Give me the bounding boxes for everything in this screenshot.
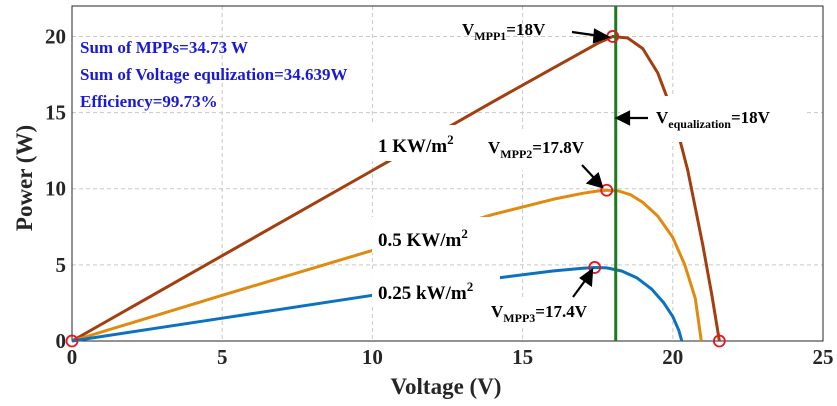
irr1-label-text: 1 KW/m (378, 136, 447, 157)
mpp1-label-sub: MPP1 (474, 29, 506, 43)
summary-line-2: Sum of Voltage equlization=34.639W (80, 65, 348, 84)
mpp-marker-1 (600, 183, 614, 197)
mpp2-label-sub: MPP2 (500, 147, 532, 161)
mpp-marker-3 (588, 261, 602, 274)
mpp2-label: VMPP2=17.8V (488, 138, 585, 161)
mpp1-label: VMPP1=18V (462, 20, 546, 43)
veq-label-val: =18V (731, 108, 771, 127)
irr1-label-bg (372, 125, 468, 161)
mpp2-label-bg (483, 132, 610, 170)
veq-label-bg (620, 96, 806, 142)
x-tick-label-2: 10 (362, 345, 383, 369)
mpp-marker-0 (65, 334, 79, 348)
irr1-label-sup: 2 (447, 132, 454, 147)
mpp2-label-val: =17.8V (532, 138, 584, 157)
tick-labels: 0 5 10 15 20 25 0 5 10 15 20 (45, 24, 834, 369)
veq-arrow-head (614, 110, 631, 126)
irr3-label-bg (372, 270, 500, 306)
mpp3-label: VMPP3=17.4V (491, 302, 588, 325)
mpp2-arrow-head (585, 172, 604, 189)
mpp3-label-main: V (491, 302, 504, 321)
irr2-label: 0.5 KW/m2 (378, 226, 468, 251)
mpp1-arrow-head (592, 28, 611, 44)
x-tick-label-5: 25 (813, 345, 834, 369)
mpp3-label-bg (486, 297, 600, 327)
plot-frame (71, 5, 824, 342)
irr2-label-bg (372, 217, 494, 253)
mpp1-label-val: =18V (506, 20, 546, 39)
irr2-label-text: 0.5 KW/m (378, 230, 462, 251)
summary-line-1: Sum of MPPs=34.73 W (80, 38, 248, 57)
y-axis-title: Power (W) (12, 125, 37, 231)
y-tick-label-3: 15 (45, 101, 66, 125)
mpp3-label-sub: MPP3 (503, 311, 535, 325)
y-tick-label-1: 5 (56, 253, 67, 277)
irr3-label-text: 0.25 kW/m (378, 283, 467, 304)
y-tick-label-0: 0 (56, 329, 67, 353)
veq-label-main: V (656, 108, 669, 127)
x-tick-label-4: 20 (662, 345, 683, 369)
irr2-label-sup: 2 (461, 226, 468, 241)
y-tick-label-2: 10 (45, 177, 66, 201)
summary-line-3: Efficiency=99.73% (80, 92, 218, 111)
annotation-arrows (571, 28, 648, 298)
mpp3-label-val: =17.4V (535, 302, 587, 321)
irr3-label-sup: 2 (467, 279, 474, 294)
mpp1-label-main: V (462, 20, 475, 39)
irr3-label: 0.25 kW/m2 (378, 279, 473, 304)
mpp3-arrow-head (579, 267, 594, 288)
y-tick-label-4: 20 (45, 24, 66, 48)
x-tick-label-3: 15 (512, 345, 533, 369)
veq-label-sub: equalization (668, 117, 731, 131)
x-axis-title: Voltage (V) (391, 374, 502, 399)
x-tick-label-0: 0 (67, 345, 78, 369)
veq-label: Vequalization=18V (656, 108, 771, 131)
irr1-label: 1 KW/m2 (378, 132, 454, 157)
mpp2-label-main: V (488, 138, 501, 157)
mpp-marker-4 (712, 334, 726, 348)
x-tick-label-1: 5 (217, 345, 228, 369)
